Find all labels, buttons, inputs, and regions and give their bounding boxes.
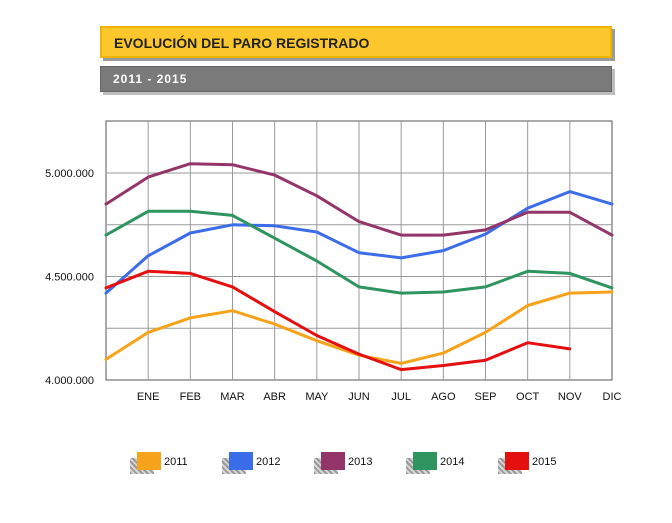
legend-item-2012: 2012 — [222, 452, 292, 476]
chart-title: EVOLUCIÓN DEL PARO REGISTRADO — [114, 35, 370, 51]
legend-swatch — [229, 452, 253, 470]
legend-label: 2012 — [256, 456, 281, 468]
legend-swatch — [137, 452, 161, 470]
y-tick-label: 4.000.000 — [45, 375, 94, 387]
legend-item-2014: 2014 — [406, 452, 476, 476]
chart-title-bar: EVOLUCIÓN DEL PARO REGISTRADO — [100, 26, 612, 58]
series-line-2014 — [104, 209, 614, 295]
x-tick-label: JUL — [391, 391, 411, 403]
x-tick-label: OCT — [516, 391, 540, 403]
legend-item-2011: 2011 — [130, 452, 200, 476]
legend-item-2015: 2015 — [498, 452, 568, 476]
x-tick-label: FEB — [180, 391, 201, 403]
legend-label: 2014 — [440, 456, 465, 468]
series-line-2013 — [104, 162, 614, 237]
legend-label: 2013 — [348, 456, 373, 468]
chart-subtitle-bar: 2011 - 2015 — [100, 66, 612, 92]
legend-swatch — [505, 452, 529, 470]
y-tick-label: 4.500.000 — [45, 272, 94, 284]
legend-swatch — [321, 452, 345, 470]
legend-label: 2015 — [532, 456, 557, 468]
x-tick-label: MAR — [220, 391, 245, 403]
x-tick-label: DIC — [603, 391, 622, 403]
x-tick-label: NOV — [558, 391, 583, 403]
x-tick-label: AGO — [431, 391, 456, 403]
x-tick-label: JUN — [348, 391, 369, 403]
x-tick-label: SEP — [474, 391, 496, 403]
legend-item-2013: 2013 — [314, 452, 384, 476]
series-line-2015 — [104, 269, 572, 372]
series-line-2012 — [104, 190, 614, 295]
legend-label: 2011 — [164, 456, 188, 468]
y-tick-label: 5.000.000 — [45, 168, 94, 180]
chart-subtitle: 2011 - 2015 — [113, 72, 188, 86]
legend-swatch — [413, 452, 437, 470]
x-tick-label: ENE — [137, 391, 160, 403]
x-tick-label: ABR — [263, 391, 286, 403]
x-tick-label: MAY — [305, 391, 329, 403]
